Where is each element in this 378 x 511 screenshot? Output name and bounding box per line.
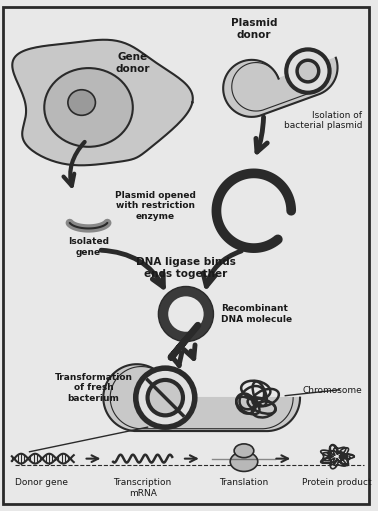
Circle shape: [168, 296, 204, 332]
Text: Transcription
mRNA: Transcription mRNA: [113, 478, 172, 498]
Text: DNA ligase binds
ends together: DNA ligase binds ends together: [136, 257, 236, 278]
Polygon shape: [103, 364, 300, 431]
Ellipse shape: [68, 90, 95, 115]
Ellipse shape: [230, 452, 258, 472]
Polygon shape: [223, 58, 338, 117]
Circle shape: [147, 380, 183, 415]
Circle shape: [158, 287, 214, 341]
Text: Chromosome: Chromosome: [302, 386, 362, 396]
Text: Donor gene: Donor gene: [15, 478, 68, 487]
Circle shape: [286, 50, 330, 92]
Text: Gene
donor: Gene donor: [116, 53, 150, 74]
Text: Isolated
gene: Isolated gene: [68, 237, 109, 257]
Text: Plasmid opened
with restriction
enzyme: Plasmid opened with restriction enzyme: [115, 191, 196, 221]
Text: Transformation
of fresh
bacterium: Transformation of fresh bacterium: [54, 373, 132, 403]
Circle shape: [297, 60, 319, 82]
Text: Protein product: Protein product: [302, 478, 371, 487]
Polygon shape: [12, 40, 193, 166]
Text: Plasmid
donor: Plasmid donor: [231, 18, 277, 39]
Ellipse shape: [234, 444, 254, 458]
Text: Recombinant
DNA molecule: Recombinant DNA molecule: [222, 305, 293, 324]
Text: Isolation of
bacterial plasmid: Isolation of bacterial plasmid: [284, 110, 362, 130]
Text: Translation: Translation: [219, 478, 269, 487]
Circle shape: [136, 368, 195, 427]
Ellipse shape: [44, 68, 133, 147]
